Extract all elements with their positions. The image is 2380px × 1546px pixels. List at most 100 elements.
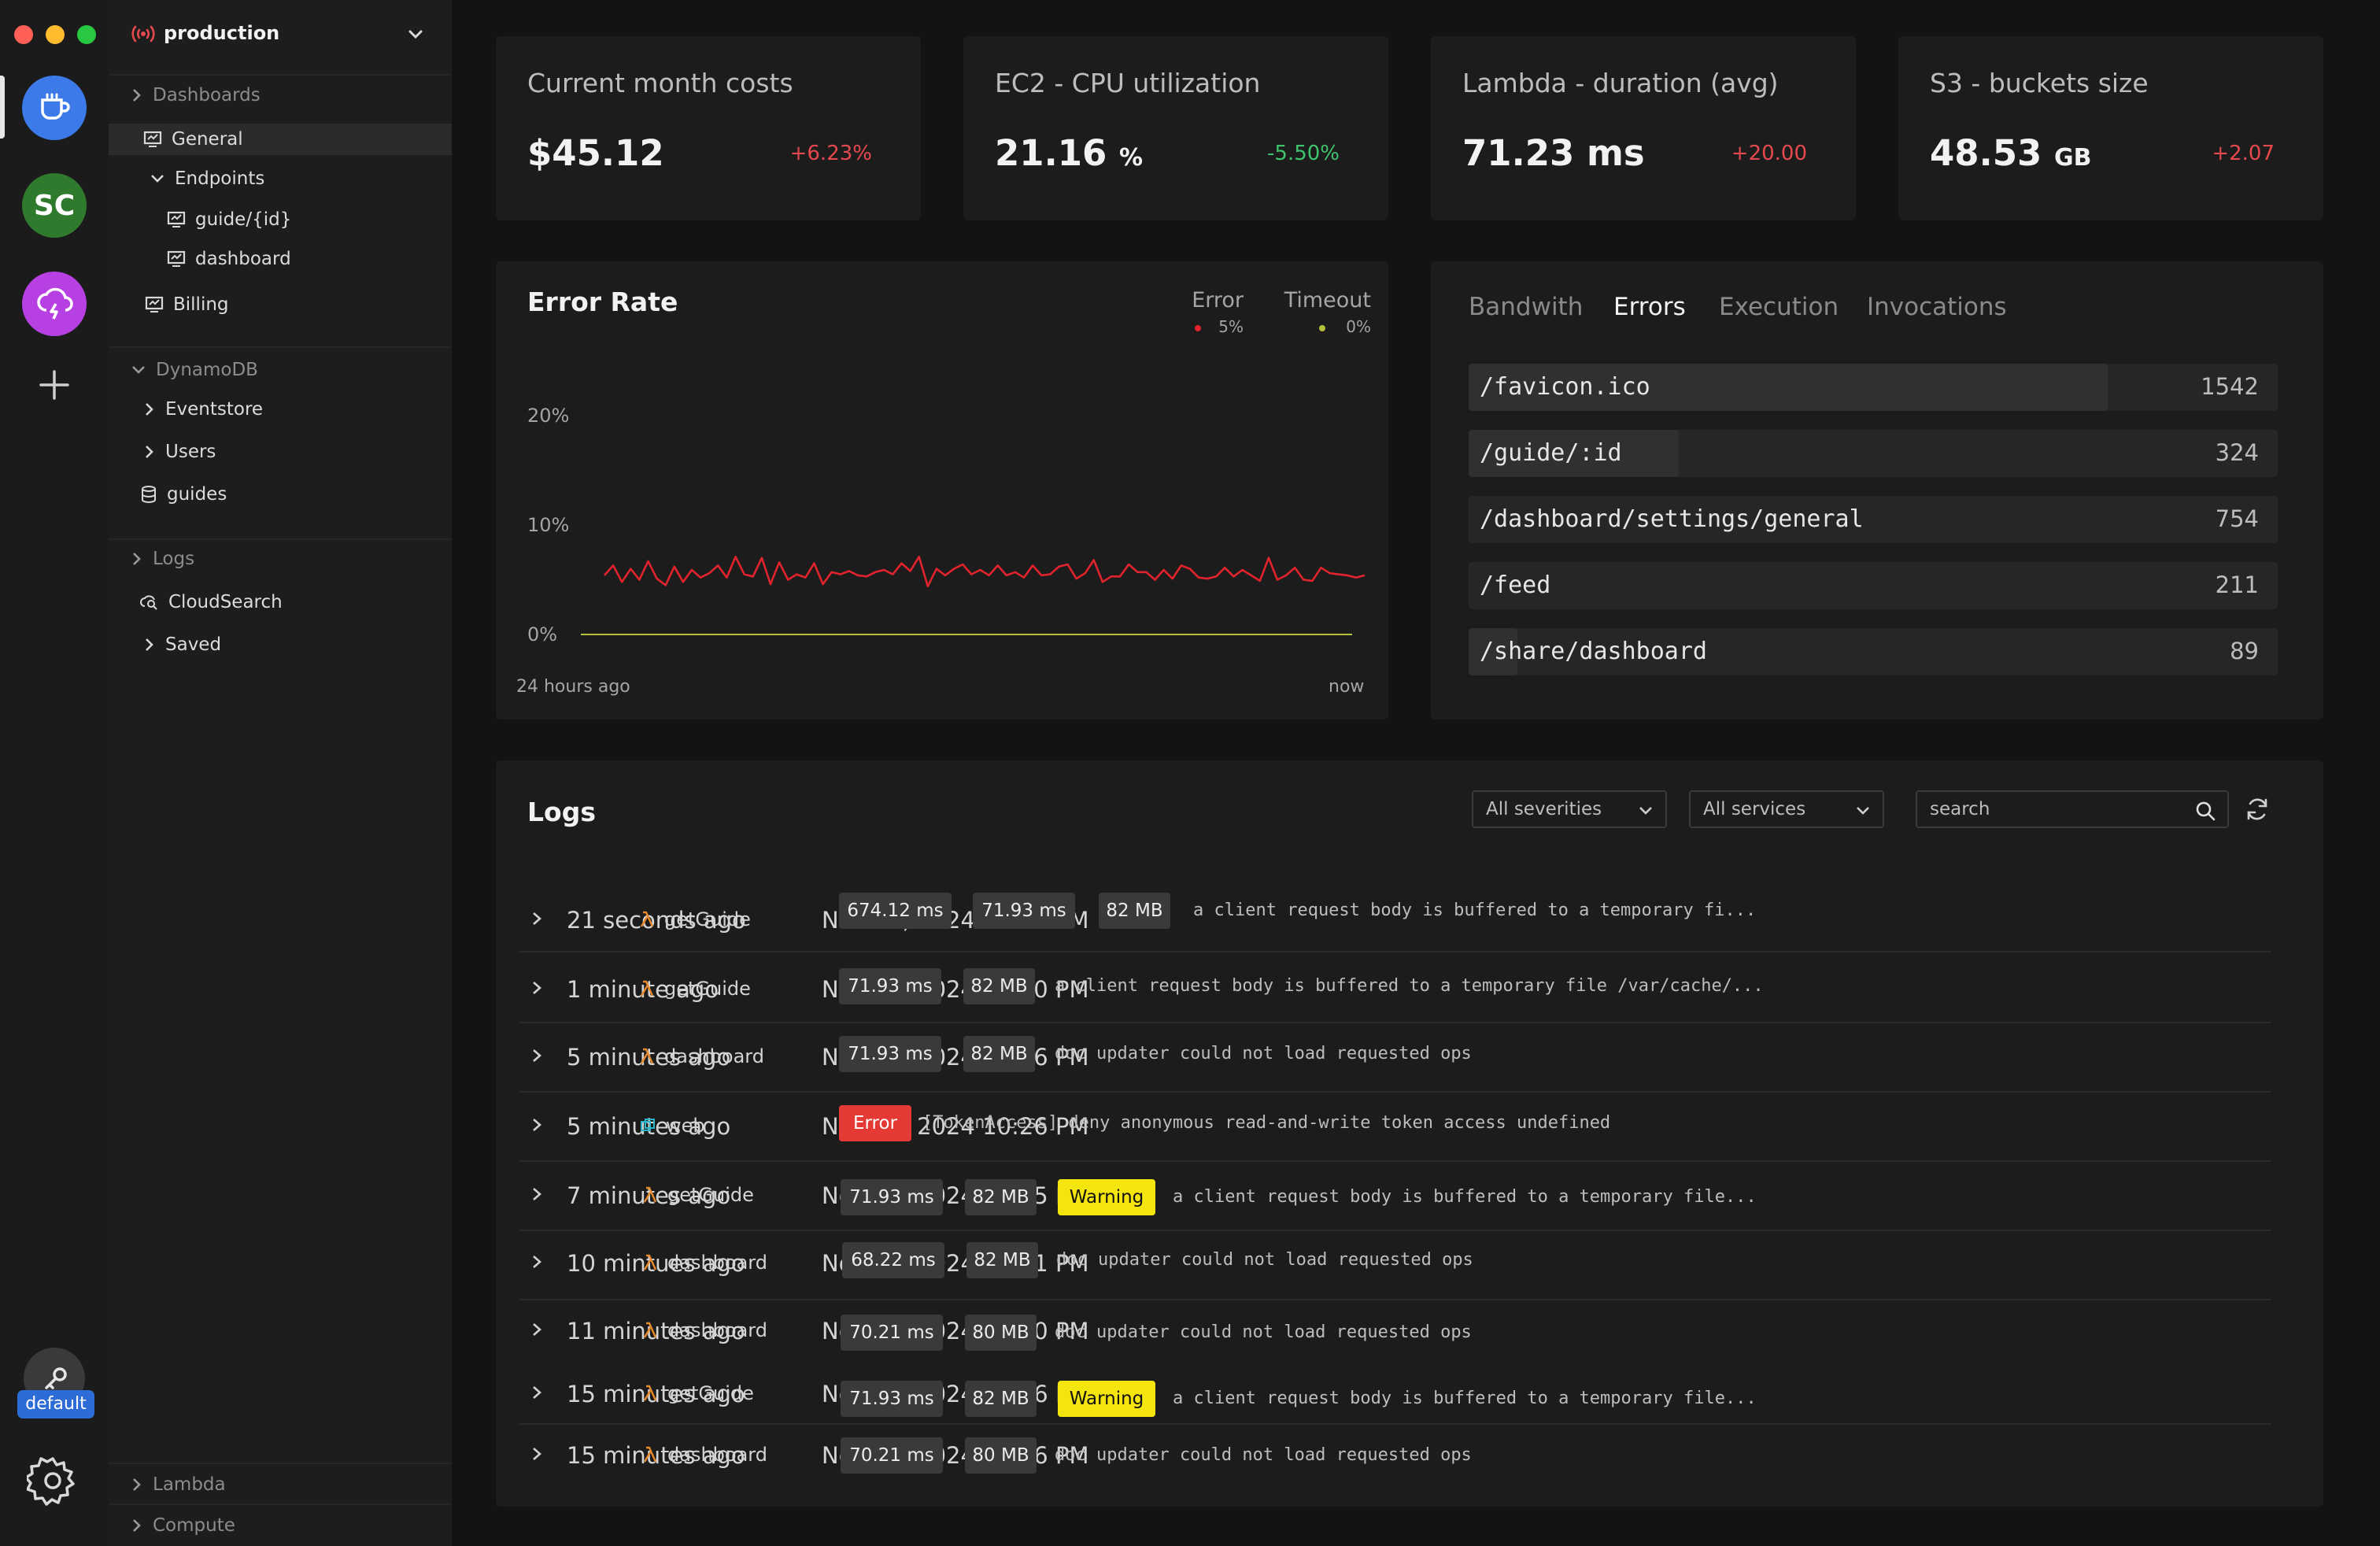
log-message: a client request body is buffered to a t…: [1193, 901, 1757, 920]
tree-section-compute[interactable]: Compute: [109, 1510, 452, 1541]
legend-timeout[interactable]: Timeout 0%: [1275, 288, 1371, 336]
endpoint-row[interactable]: /guide/:id 324: [1469, 430, 2278, 477]
tree-label: General: [172, 129, 243, 150]
lambda-icon: [640, 1048, 654, 1064]
log-relative-time: 11 minutes ago: [567, 1318, 745, 1344]
legend-value-row: 0%: [1275, 317, 1371, 336]
lambda-icon: [643, 1322, 657, 1338]
log-row[interactable]: 21 seconds ago Nov 05, 2024 10:31 PM getGu…: [519, 882, 2271, 952]
project-cloud-button[interactable]: [22, 272, 87, 336]
service-select[interactable]: All services: [1689, 790, 1884, 828]
endpoint-count: 211: [2215, 571, 2259, 598]
logs-card: [496, 760, 2323, 1507]
metric-chip: 82 MB: [965, 1381, 1037, 1417]
log-row[interactable]: 15 minutes ago Nov 05, 2024 10:16 PM dashb…: [519, 1425, 2271, 1480]
log-service[interactable]: getGuide: [639, 908, 751, 930]
legend-dot: [1195, 324, 1202, 331]
stat-unit: GB: [2054, 144, 2092, 172]
zoom-window-button[interactable]: [77, 25, 96, 44]
log-row[interactable]: 15 minutes ago Nov 05, 2024 10:16 PM getGu…: [519, 1363, 2271, 1425]
expand-row-chevron-icon[interactable]: [529, 1319, 545, 1340]
log-service[interactable]: dashboard: [639, 1045, 764, 1067]
tree-item-saved[interactable]: Saved: [109, 629, 452, 660]
expand-row-chevron-icon[interactable]: [529, 1184, 545, 1204]
endpoint-bar-track: [1469, 628, 2278, 675]
project-coffee-button[interactable]: [22, 76, 87, 140]
tree-item-guides[interactable]: guides: [109, 479, 452, 510]
severity-badge: Warning: [1058, 1381, 1155, 1417]
log-row[interactable]: 5 minutes ago Nov 05, 2024 10:26 PM web Err…: [519, 1093, 2271, 1162]
expand-row-chevron-icon[interactable]: [529, 1252, 545, 1272]
tab-bandwith[interactable]: Bandwith: [1469, 293, 1584, 321]
tree-item-cloudsearch[interactable]: CloudSearch: [109, 586, 452, 618]
log-service[interactable]: dashboard: [642, 1319, 767, 1341]
endpoint-bar-track: [1469, 562, 2278, 609]
tree-item-dashboard[interactable]: dashboard: [109, 243, 452, 275]
tab-invocations[interactable]: Invocations: [1867, 293, 2007, 321]
tree-item-billing[interactable]: Billing: [109, 289, 452, 320]
tab-execution[interactable]: Execution: [1719, 293, 1839, 321]
log-service-name: getGuide: [664, 908, 751, 930]
metric-chip: 80 MB: [965, 1437, 1037, 1474]
tree-item-guide-id[interactable]: guide/{id}: [109, 204, 452, 235]
tree-divider: [109, 1503, 452, 1505]
row-divider: [519, 1160, 2271, 1162]
settings-button[interactable]: [24, 1455, 79, 1510]
tree-section-logs[interactable]: Logs: [109, 543, 452, 575]
log-service-name: getGuide: [667, 1382, 754, 1404]
severity-badge: Error: [839, 1105, 911, 1141]
log-service[interactable]: getGuide: [639, 978, 751, 1000]
tree-item-users[interactable]: Users: [109, 436, 452, 468]
endpoint-row[interactable]: /share/dashboard 89: [1469, 628, 2278, 675]
endpoint-row[interactable]: /favicon.ico 1542: [1469, 364, 2278, 411]
severity-badge: Warning: [1058, 1179, 1155, 1215]
log-row[interactable]: 5 minutes ago Nov 05, 2024 10:26 PM dashbo…: [519, 1023, 2271, 1093]
endpoint-bar: [1469, 430, 1680, 477]
log-row[interactable]: 7 minutes ago Nov 05, 2024 10:25 PM getGui…: [519, 1162, 2271, 1231]
close-window-button[interactable]: [14, 25, 33, 44]
severity-select[interactable]: All severities: [1472, 790, 1667, 828]
stat-value: $45.12: [527, 132, 664, 174]
log-service[interactable]: getGuide: [642, 1382, 754, 1404]
tree-item-endpoints[interactable]: Endpoints: [109, 163, 452, 194]
database-icon: [142, 486, 156, 503]
log-service[interactable]: web: [639, 1115, 705, 1137]
search-field[interactable]: search: [1916, 790, 2229, 828]
log-row[interactable]: 11 minutes ago Nov 05, 2024 10:20 PM dashb…: [519, 1300, 2271, 1363]
workspace-switcher[interactable]: production: [109, 14, 452, 55]
tree-item-general[interactable]: General: [109, 124, 452, 155]
tree-section-lambda[interactable]: Lambda: [109, 1469, 452, 1500]
tree-label: dashboard: [195, 249, 291, 269]
stat-title: Current month costs: [527, 68, 793, 98]
tree-section-dynamodb[interactable]: DynamoDB: [109, 354, 452, 386]
log-service[interactable]: getGuide: [642, 1184, 754, 1206]
avatar[interactable]: SC: [22, 173, 87, 238]
search-input[interactable]: search: [1930, 799, 1990, 819]
expand-row-chevron-icon[interactable]: [529, 1382, 545, 1403]
add-project-button[interactable]: [36, 367, 72, 406]
search-icon[interactable]: [2194, 800, 2216, 822]
expand-row-chevron-icon[interactable]: [529, 1045, 545, 1066]
tree-divider: [109, 74, 452, 76]
expand-row-chevron-icon[interactable]: [529, 908, 545, 929]
minimize-window-button[interactable]: [46, 25, 65, 44]
endpoint-row[interactable]: /feed 211: [1469, 562, 2278, 609]
tree-label: Saved: [165, 634, 222, 655]
tree-item-eventstore[interactable]: Eventstore: [109, 394, 452, 425]
log-row[interactable]: 1 minute ago Nov 05, 2024 10:30 PM getGuid…: [519, 952, 2271, 1023]
endpoint-row[interactable]: /dashboard/settings/general 754: [1469, 496, 2278, 543]
log-service[interactable]: dashboard: [642, 1252, 767, 1274]
expand-row-chevron-icon[interactable]: [529, 1115, 545, 1135]
log-row[interactable]: 10 mintues ago Nov 05, 2024 10:21 PM dashb…: [519, 1231, 2271, 1300]
expand-row-chevron-icon[interactable]: [529, 978, 545, 998]
tree-divider: [109, 346, 452, 348]
tree-section-dashboards[interactable]: Dashboards: [109, 80, 452, 111]
refresh-button[interactable]: [2243, 795, 2271, 827]
tree-label: Dashboards: [153, 85, 261, 105]
tab-errors[interactable]: Errors: [1613, 293, 1686, 321]
expand-row-chevron-icon[interactable]: [529, 1444, 545, 1464]
environment-badge[interactable]: default: [17, 1390, 94, 1418]
log-service[interactable]: dashboard: [642, 1444, 767, 1466]
stat-card-s3: S3 - buckets size 48.53 GB +2.07: [1898, 36, 2323, 220]
legend-error[interactable]: Error 5%: [1173, 288, 1244, 336]
